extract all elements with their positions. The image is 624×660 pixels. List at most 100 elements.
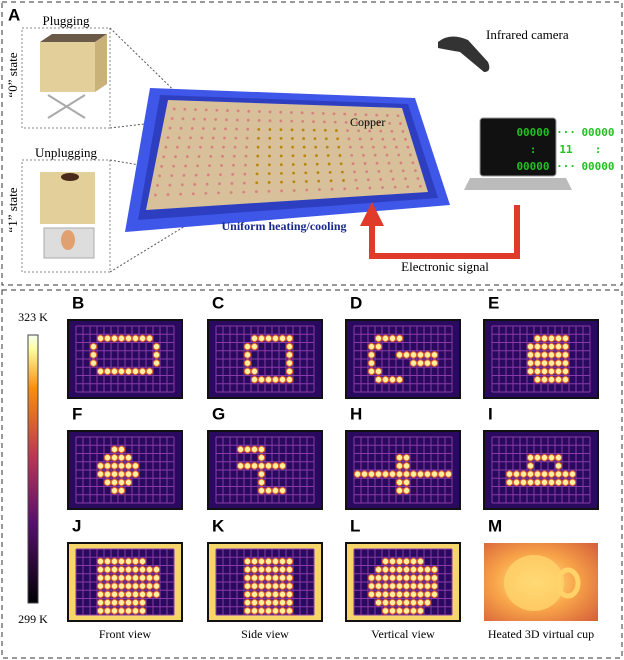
hot-cell [103,367,112,376]
hot-cell [416,590,425,599]
panel-b-border [1,289,623,659]
hot-cell [264,462,273,470]
hot-cell [131,565,140,574]
copper-dot [355,121,359,125]
hot-cell [257,375,266,384]
hot-cell [103,598,112,607]
hot-cell [131,607,140,615]
copper-dot [280,171,283,175]
hot-cell [547,351,556,359]
hot-cell [278,334,287,343]
hole [61,173,79,181]
hot-cell [374,574,383,582]
copper-dot [166,136,170,140]
panel-label: F [72,404,82,423]
copper-dot [302,145,306,149]
hot-cell [353,470,362,478]
hot-cell [554,351,563,359]
panel-label: G [212,404,225,423]
hot-cell [561,375,570,384]
hot-cell [416,351,425,359]
copper-dot [229,191,233,194]
hot-cell [264,582,273,590]
copper-dot [206,173,210,177]
copper-dot [180,183,184,187]
hot-cell [138,557,147,566]
hot-cell [416,557,425,566]
cube-side [95,34,107,92]
copper-dot [370,137,373,141]
copper-dot [177,136,181,140]
hot-cell [374,367,383,376]
hot-cell [124,367,133,376]
hot-cell [367,359,376,367]
hot-cell [264,607,273,615]
copper-dot [193,183,197,186]
copper-dot [160,164,164,168]
hot-cell [360,470,369,478]
hot-cell [526,478,535,487]
hot-cell [533,453,542,462]
copper-dot [348,145,352,149]
copper-array [154,107,422,197]
hot-cell [96,557,105,566]
hot-cell [138,598,147,607]
hot-cell [257,607,266,615]
hot-cell [271,375,280,384]
copper-dot [233,145,237,149]
hot-cell [547,359,556,367]
copper-dot [268,154,271,158]
hot-cell [110,574,119,582]
hot-cell [388,574,397,582]
copper-dot [244,163,247,167]
hot-cell [285,582,294,590]
hot-cell [423,574,432,582]
hot-cell [250,590,259,599]
hot-cell [103,334,112,343]
hot-cell [117,445,126,454]
copper-dot [363,162,367,165]
hot-cell [264,486,273,495]
copper-dot [393,185,397,189]
copper-dot [190,126,194,130]
copper-dot [392,137,396,141]
panel-label: I [488,404,493,423]
copper-dot [379,178,383,181]
laptop-base [464,178,572,190]
copper-dot [280,189,283,193]
hot-cell [278,565,287,574]
hot-cell [374,342,383,351]
hot-cell [243,557,252,566]
hot-cell [533,478,542,487]
hot-cell [540,367,549,376]
copper-dot [406,145,410,149]
hot-cell [547,470,556,478]
hot-cell [96,462,105,470]
hot-cell [271,582,280,590]
copper-dot [304,171,308,175]
hot-cell [257,334,266,343]
hot-cell [430,582,439,590]
hot-cell [395,598,404,607]
hot-cell [285,342,294,351]
laptop-screen [479,117,557,177]
hot-cell [285,359,294,367]
hot-cell [110,590,119,599]
copper-dot [179,126,183,130]
copper-dot [311,111,315,115]
hot-cell [561,367,570,376]
hot-cell [285,598,294,607]
hot-cell [110,486,119,495]
hot-cell [540,470,549,478]
hot-cell [533,375,542,384]
hot-cell [533,351,542,359]
hot-cell [96,607,105,615]
copper-dot [267,189,271,193]
copper-dot [373,153,377,157]
hot-cell [124,590,133,599]
hot-cell [285,557,294,566]
hot-cell [526,470,535,478]
hot-cell [512,470,521,478]
copper-dot [343,187,347,191]
